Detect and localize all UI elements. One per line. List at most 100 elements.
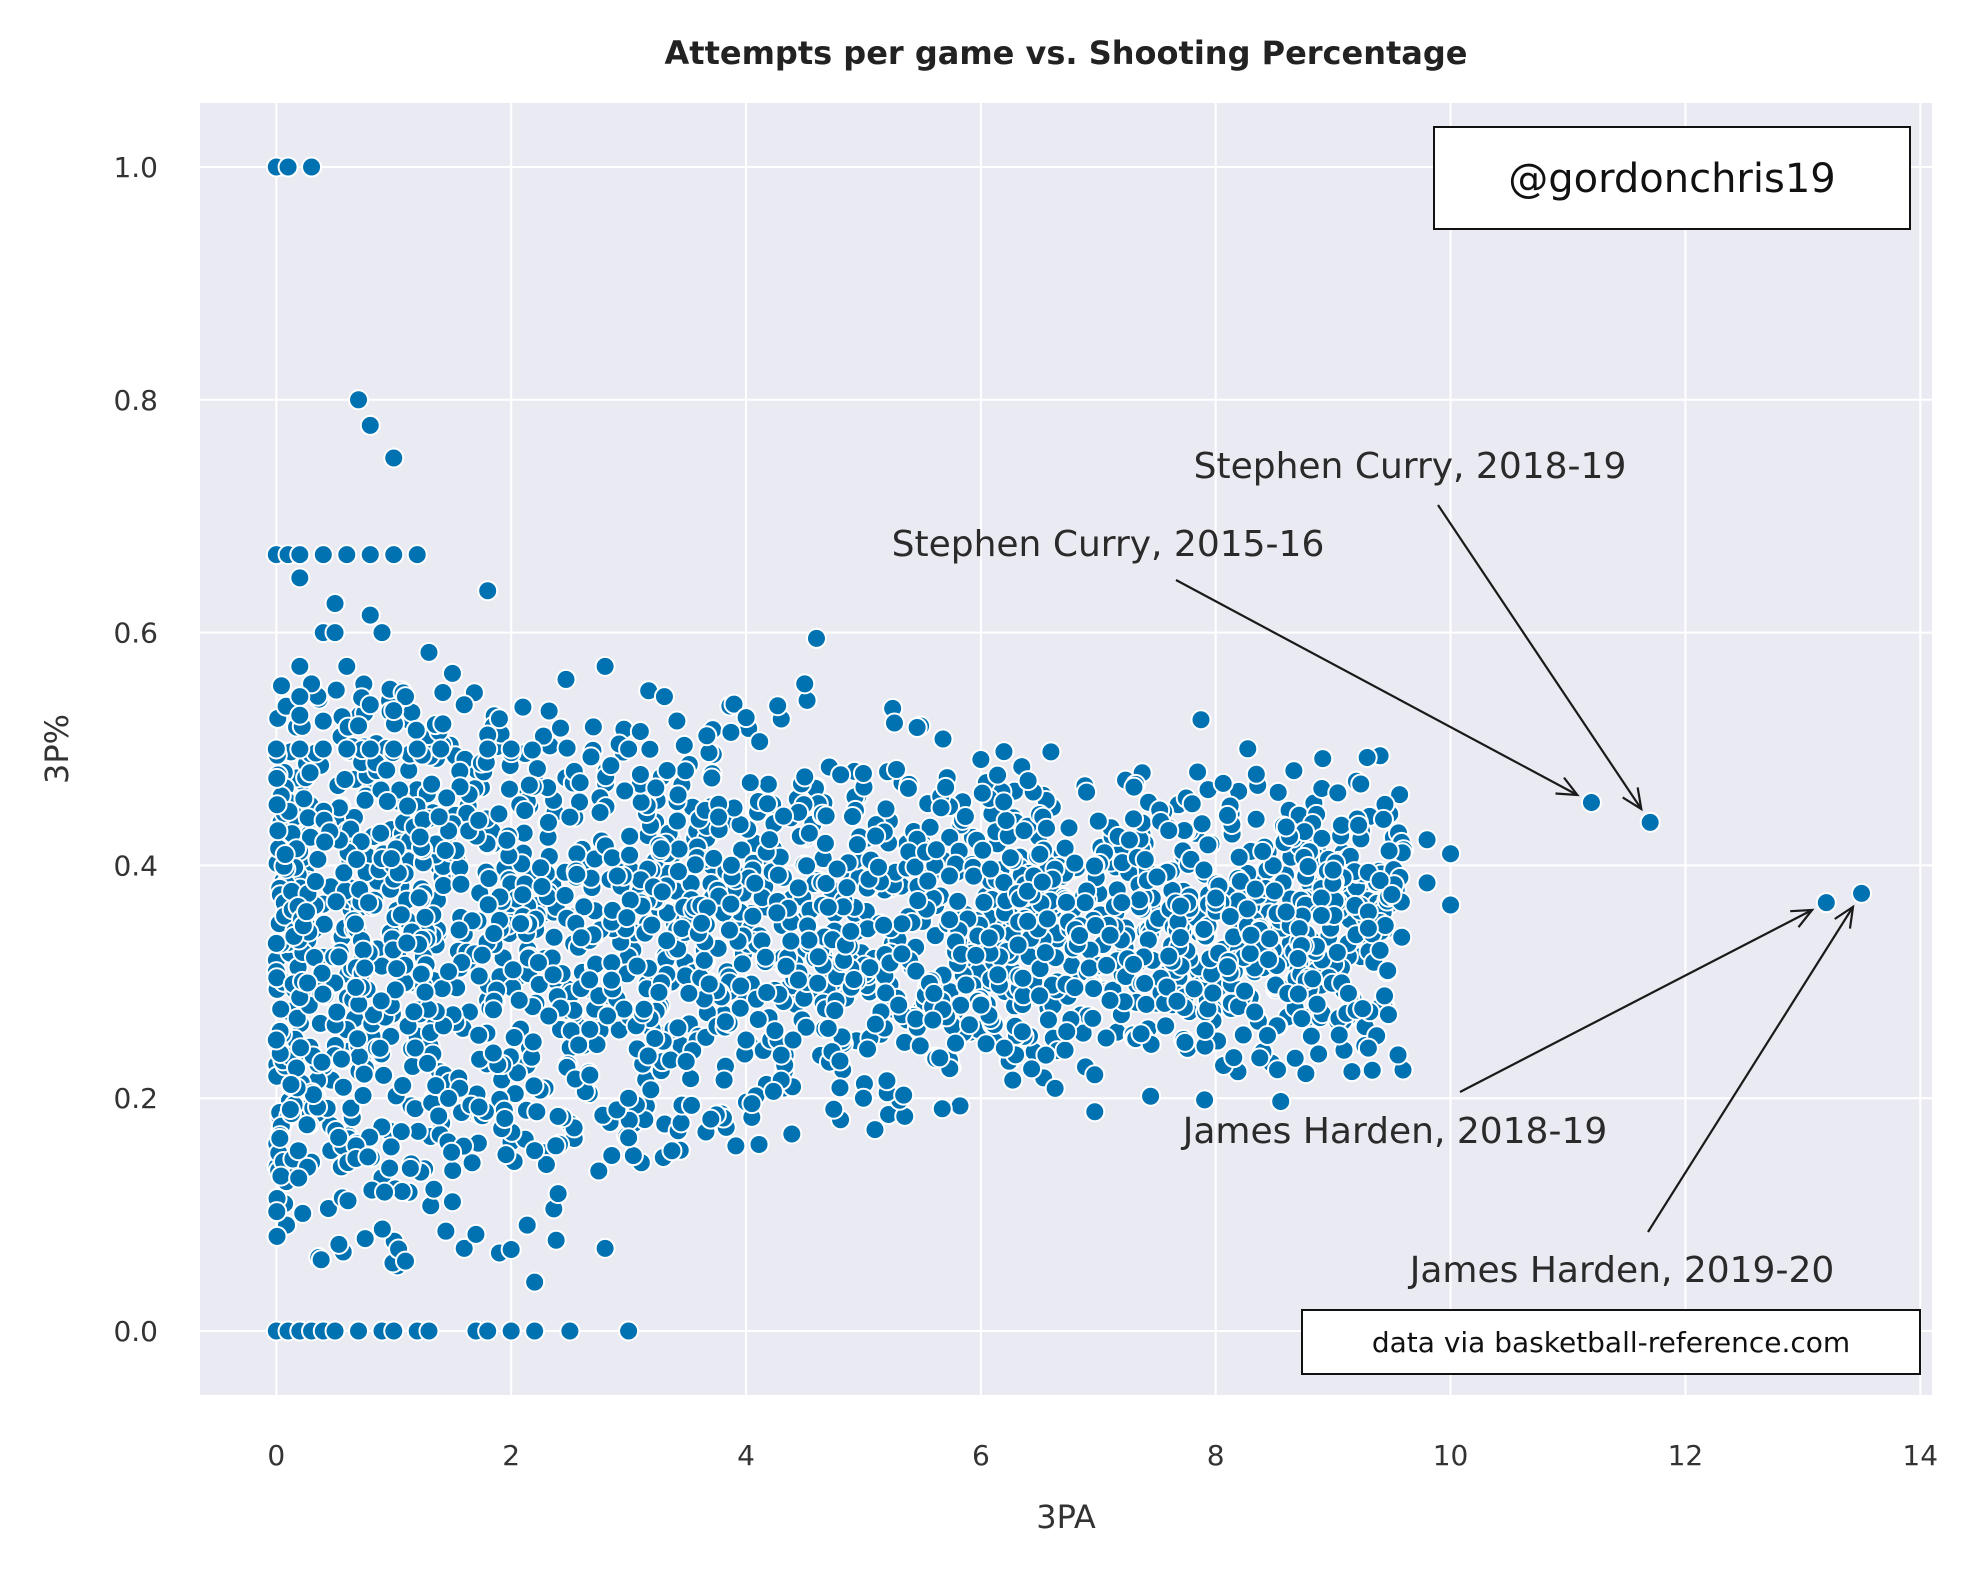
cloud-point (374, 1181, 396, 1203)
cloud-point (644, 1028, 666, 1050)
cloud-point (566, 843, 588, 865)
cloud-point (410, 963, 432, 985)
y-tick-label: 0.8 (113, 384, 158, 417)
data-point (594, 1237, 616, 1259)
data-point (1134, 849, 1156, 871)
cloud-point (1306, 993, 1328, 1015)
cloud-point (601, 1144, 623, 1166)
cloud-point (570, 927, 592, 949)
cloud-point (875, 982, 897, 1004)
y-axis-label: 3P% (38, 714, 76, 784)
data-point (453, 1237, 475, 1259)
data-point (359, 738, 381, 760)
data-point (1181, 793, 1203, 815)
cloud-point (269, 1127, 291, 1149)
cloud-point (328, 1233, 350, 1255)
cloud-point (287, 1140, 309, 1162)
data-point (301, 673, 323, 695)
cloud-point (1284, 1047, 1306, 1069)
data-point (359, 414, 381, 436)
cloud-point (1267, 781, 1289, 803)
data-point (524, 1140, 546, 1162)
annotation-arrow-line (1175, 579, 1578, 796)
data-point (1169, 895, 1191, 917)
cloud-point (286, 1007, 308, 1029)
cloud-point (1237, 738, 1259, 760)
cloud-point (521, 739, 543, 761)
cloud-point (714, 1011, 736, 1033)
data-point (852, 762, 874, 784)
cloud-point (1040, 741, 1062, 763)
cloud-point (601, 952, 623, 974)
cloud-point (626, 955, 648, 977)
data-points (265, 156, 1873, 1342)
y-tick-label: 1.0 (113, 151, 158, 184)
data-point (876, 1070, 898, 1092)
cloud-point (516, 1214, 538, 1236)
cloud-point (442, 1159, 464, 1181)
cloud-point (798, 822, 820, 844)
data-point (359, 544, 381, 566)
cloud-point (1297, 856, 1319, 878)
cloud-point (675, 1050, 697, 1072)
cloud-point (370, 822, 392, 844)
x-tick-labels: 0 2 4 6 8 10 12 14 (267, 1439, 1938, 1472)
data-point (1123, 808, 1145, 830)
data-point (441, 1191, 463, 1213)
cloud-point (987, 964, 1009, 986)
cloud-point (514, 800, 536, 822)
data-point (629, 721, 651, 743)
cloud-point (379, 1157, 401, 1179)
cloud-point (1377, 960, 1399, 982)
data-point (488, 708, 510, 730)
cloud-point (279, 1099, 301, 1121)
cloud-point (354, 957, 376, 979)
cloud-point (538, 700, 560, 722)
data-point (500, 1320, 522, 1342)
cloud-point (579, 969, 601, 991)
cloud-point (841, 805, 863, 827)
data-point (1228, 846, 1250, 868)
cloud-point (1283, 760, 1305, 782)
cloud-point (939, 909, 961, 931)
cloud-point (332, 1076, 354, 1098)
data-point (289, 686, 311, 708)
x-tick-label: 0 (267, 1439, 285, 1472)
data-point (430, 738, 452, 760)
cloud-point (718, 919, 740, 941)
cloud-point (438, 1087, 460, 1109)
data-point (348, 389, 370, 411)
annotation-arrow-line (1437, 504, 1643, 810)
cloud-point (373, 1064, 395, 1086)
cloud-point (696, 725, 718, 747)
data-point (817, 1017, 839, 1039)
cloud-point (905, 960, 927, 982)
cloud-point (931, 1098, 953, 1120)
cloud-point (949, 1095, 971, 1117)
cloud-point (538, 1005, 560, 1027)
cloud-point (781, 1123, 803, 1145)
data-point (547, 1183, 569, 1205)
cloud-point (357, 1146, 379, 1168)
data-point (1158, 945, 1180, 967)
cloud-point (550, 717, 572, 739)
cloud-point (292, 1202, 314, 1224)
cloud-point (1044, 1077, 1066, 1099)
cloud-point (817, 896, 839, 918)
cloud-point (836, 877, 858, 899)
data-point (1216, 804, 1238, 826)
cloud-point (545, 1135, 567, 1157)
data-point (1310, 904, 1332, 926)
data-point (1440, 843, 1462, 865)
data-point (1322, 859, 1344, 881)
cloud-point (328, 1126, 350, 1148)
cloud-point (922, 1009, 944, 1031)
cloud-point (477, 894, 499, 916)
cloud-point (893, 1084, 915, 1106)
cloud-point (1378, 840, 1400, 862)
cloud-point (392, 1074, 414, 1096)
data-point (312, 710, 334, 732)
cloud-point (775, 955, 797, 977)
cloud-point (380, 1136, 402, 1158)
dense-point-cloud (265, 668, 1415, 1277)
